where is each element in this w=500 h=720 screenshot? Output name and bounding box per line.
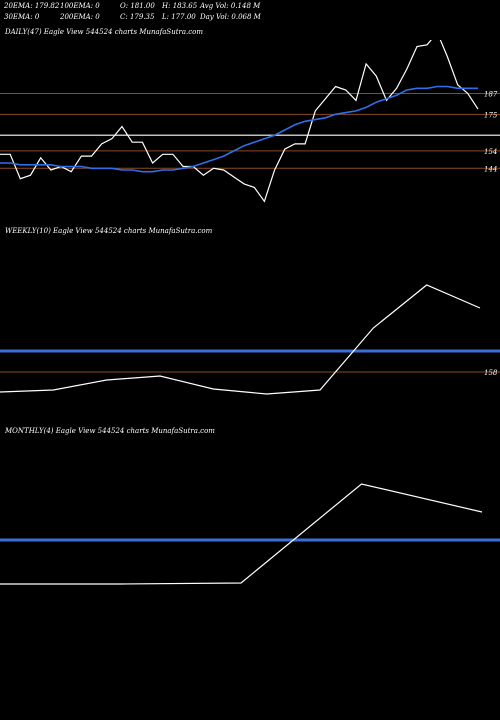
header-close: C: 179.35 <box>120 13 155 21</box>
tick-label: 158 <box>484 369 498 377</box>
tick-label: 144 <box>484 165 497 173</box>
header-open: O: 181.00 <box>120 2 155 10</box>
tick-label: 154 <box>484 148 497 156</box>
header-20ema: 20EMA: 179.82 <box>4 2 60 10</box>
header-avg-vol: Avg Vol: 0.148 M <box>200 2 261 10</box>
price-line <box>0 483 483 585</box>
weekly-chart: 158 <box>0 284 500 395</box>
tick-label: 175 <box>484 111 498 119</box>
header-100ema: 100EMA: 0 <box>60 2 100 10</box>
ema-line <box>0 85 478 173</box>
header-low: L: 177.00 <box>162 13 196 21</box>
price-line <box>0 40 479 203</box>
daily-panel-label: DAILY(47) Eagle View 544524 charts Munaf… <box>5 28 204 36</box>
header-30ema: 30EMA: 0 <box>4 13 40 21</box>
monthly-chart <box>0 483 500 585</box>
weekly-panel-label: WEEKLY(10) Eagle View 544524 charts Muna… <box>5 227 213 235</box>
header-200ema: 200EMA: 0 <box>60 13 100 21</box>
daily-chart: 187 175 154 144 <box>0 40 500 203</box>
tick-label: 187 <box>484 90 498 98</box>
header-high: H: 183.65 <box>162 2 198 10</box>
monthly-panel-label: MONTHLY(4) Eagle View 544524 charts Muna… <box>5 427 215 435</box>
price-line <box>0 284 481 395</box>
header-day-vol: Day Vol: 0.068 M <box>200 13 261 21</box>
